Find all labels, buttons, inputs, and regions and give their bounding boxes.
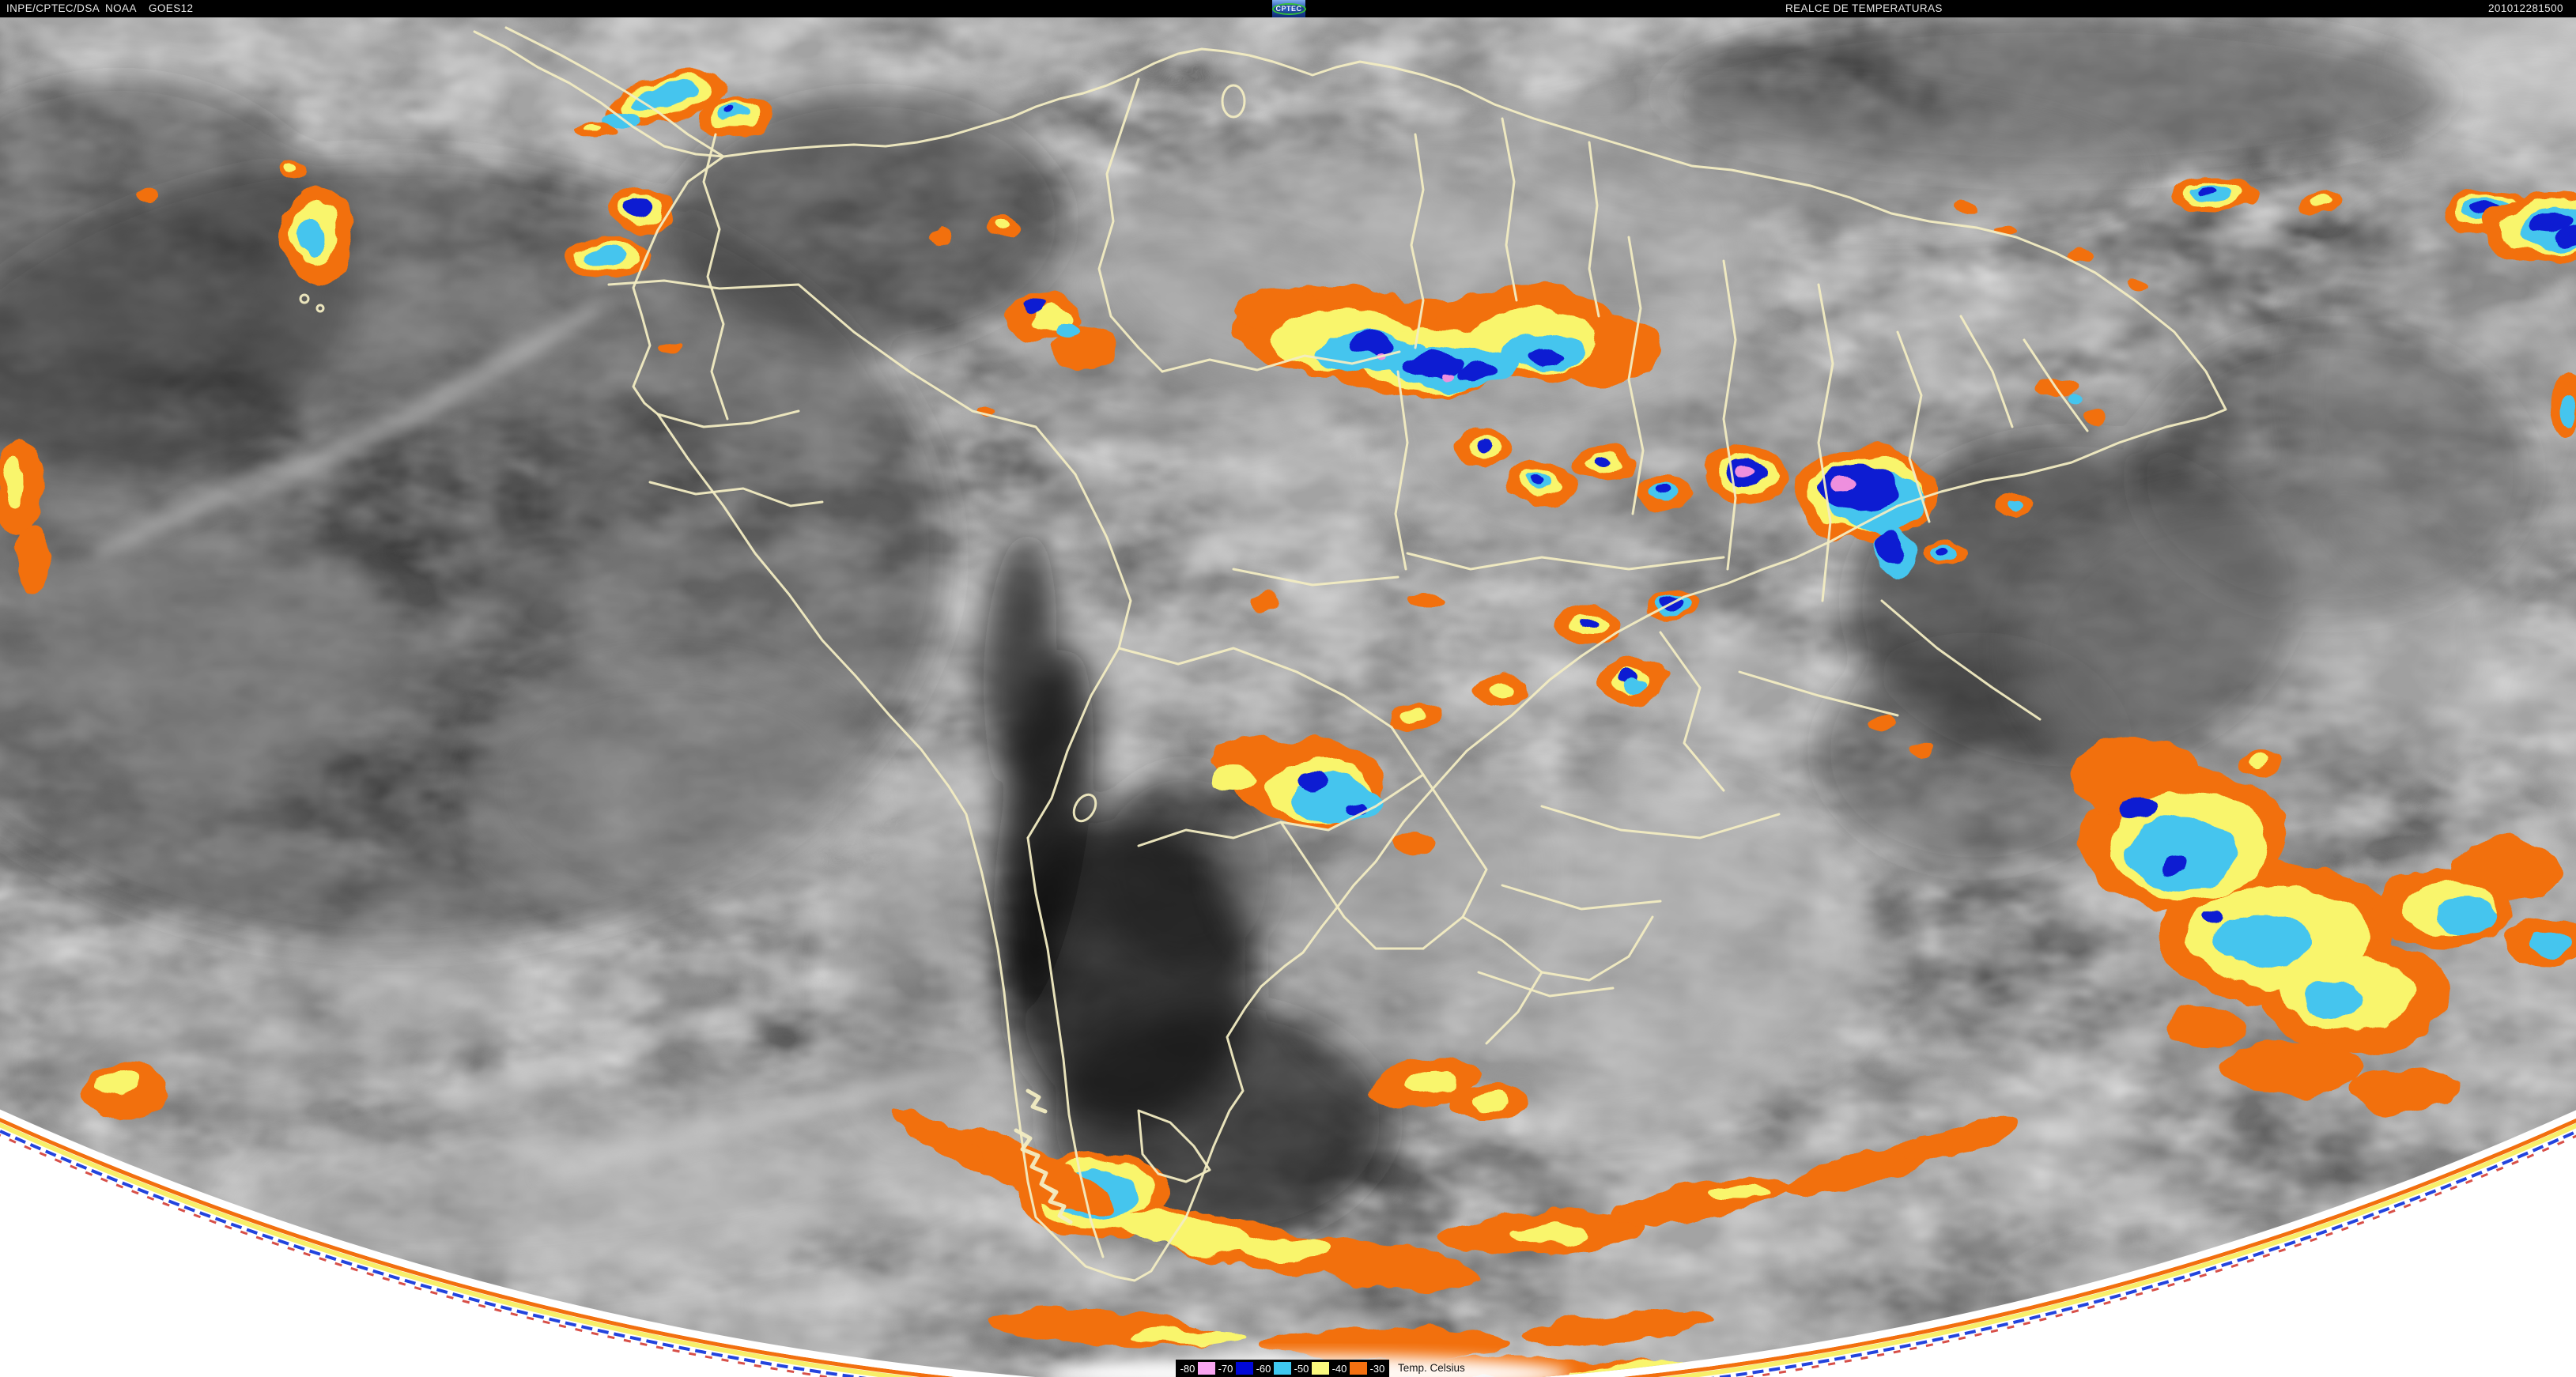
legend-label: -50 bbox=[1294, 1362, 1309, 1375]
cptec-logo-text: CPTEC bbox=[1271, 2, 1306, 15]
borders-layer bbox=[299, 26, 2227, 1282]
legend-swatch bbox=[1198, 1362, 1215, 1375]
legend-label: -60 bbox=[1256, 1362, 1271, 1375]
legend-label: -80 bbox=[1180, 1362, 1195, 1375]
legend-swatch bbox=[1236, 1362, 1253, 1375]
legend-swatch bbox=[1350, 1362, 1367, 1375]
legend-label: -70 bbox=[1218, 1362, 1233, 1375]
legend-label: -30 bbox=[1369, 1362, 1385, 1375]
source-label: INPE/CPTEC/DSA bbox=[6, 2, 100, 14]
legend-swatch bbox=[1274, 1362, 1291, 1375]
agency-label: NOAA bbox=[105, 2, 137, 14]
timestamp: 201012281500 bbox=[2488, 2, 2563, 14]
temperature-legend: -80 -70 -60 -50 -40 -30 bbox=[1176, 1360, 1389, 1377]
legend-unit-label: Temp. Celsius bbox=[1398, 1362, 1465, 1374]
legend-label: -40 bbox=[1331, 1362, 1347, 1375]
cptec-logo: CPTEC bbox=[1271, 0, 1306, 17]
product-title: REALCE DE TEMPERATURAS bbox=[1785, 2, 1943, 14]
legend-swatch bbox=[1312, 1362, 1329, 1375]
satellite-label: GOES12 bbox=[149, 2, 194, 14]
enhancement-layer bbox=[0, 71, 2576, 1377]
